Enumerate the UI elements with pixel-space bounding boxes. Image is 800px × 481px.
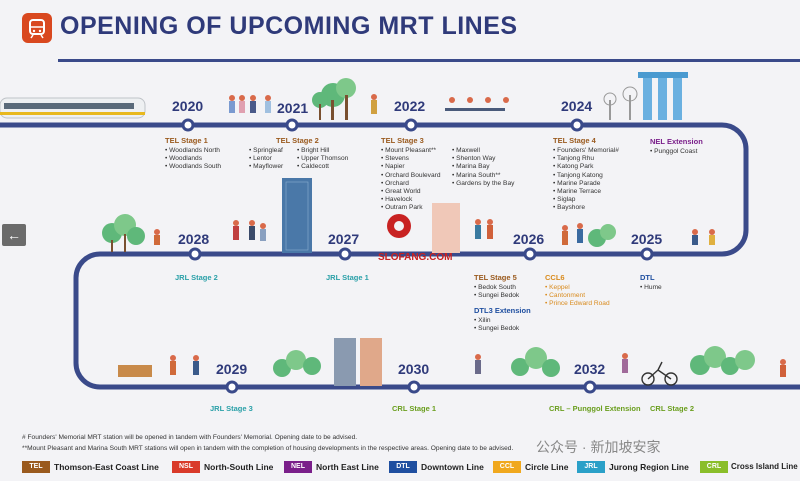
stage-crlp-title: CRL – Punggol Extension: [549, 404, 641, 413]
stage-tel2-list-a: • Springleaf • Lentor • Mayflower: [249, 147, 284, 171]
stage-tel2-title: TEL Stage 2: [276, 136, 319, 145]
year-2022: 2022: [394, 98, 426, 114]
station-2025: [640, 247, 654, 261]
legend-nsl-badge: NSL: [172, 461, 200, 473]
center-logo-icon: [387, 214, 411, 238]
legend-crl-label: Cross Island Line: [731, 462, 798, 471]
stage-ccl6-title: CCL6: [545, 273, 565, 282]
stage-crl1-title: CRL Stage 1: [392, 404, 437, 413]
legend-jrl-label: Jurong Region Line: [609, 462, 689, 472]
bicycle-illustration: [641, 361, 678, 386]
stage-tel4-list: • Founders' Memorial# • Tanjong Rhu • Ka…: [553, 147, 619, 212]
legend-tel-badge: TEL: [22, 461, 50, 473]
station-2030: [407, 380, 421, 394]
wechat-watermark: 公众号 · 新加坡安家: [536, 439, 661, 455]
buildings-illustration: [282, 178, 460, 386]
stage-tel1-title: TEL Stage 1: [165, 136, 208, 145]
legend-dtl-label: Downtown Line: [421, 462, 484, 472]
page-title: OPENING OF UPCOMING MRT LINES: [60, 12, 518, 40]
stage-jrl3-title: JRL Stage 3: [210, 404, 253, 413]
legend-ccl-badge: CCL: [493, 461, 521, 473]
legend-tel-label: Thomson-East Coast Line: [54, 462, 159, 472]
marina-bay-sands-illustration: [603, 72, 688, 120]
station-2029: [225, 380, 239, 394]
station-2028: [188, 247, 202, 261]
stage-crl2-title: CRL Stage 2: [650, 404, 695, 413]
footnote-founders: # Founders' Memorial MRT station will be…: [22, 434, 358, 441]
year-2029: 2029: [216, 361, 248, 377]
stage-tel3-list-b: • Maxwell • Shenton Way • Marina Bay • M…: [452, 147, 515, 187]
stage-nel-list: • Punggol Coast: [650, 148, 698, 155]
train-logo-icon: [22, 13, 52, 43]
legend-crl-badge: CRL: [700, 461, 728, 473]
cafe-illustration: [445, 97, 509, 111]
year-2020: 2020: [172, 98, 204, 114]
station-2022: [404, 118, 418, 132]
center-watermark: SLOFANG.COM: [378, 252, 453, 263]
stage-dtl-list: • Hume: [640, 284, 662, 291]
train-illustration: [0, 97, 146, 119]
footnote-mount-pleasant: **Mount Pleasant and Marina South MRT st…: [22, 445, 514, 452]
stage-tel5-list: • Bedok South • Sungei Bedok: [474, 284, 520, 300]
stage-dtl3-title: DTL3 Extension: [474, 306, 531, 315]
stage-tel1-list: • Woodlands North • Woodlands • Woodland…: [165, 147, 222, 171]
year-2030: 2030: [398, 361, 430, 377]
year-2025: 2025: [631, 231, 663, 247]
year-2028: 2028: [178, 231, 210, 247]
year-2032: 2032: [574, 361, 606, 377]
stage-tel4-title: TEL Stage 4: [553, 136, 596, 145]
trees-illustration: [102, 78, 755, 377]
year-2024: 2024: [561, 98, 593, 114]
legend-dtl-badge: DTL: [389, 461, 417, 473]
people-illustration: [154, 94, 786, 377]
stage-tel3-title: TEL Stage 3: [381, 136, 424, 145]
stage-ccl6-list: • Keppel • Cantonment • Prince Edward Ro…: [545, 284, 610, 308]
stage-dtl-title: DTL: [640, 273, 655, 282]
stage-tel5-title: TEL Stage 5: [474, 273, 517, 282]
station-2026: [523, 247, 537, 261]
stage-tel3-list-a: • Mount Pleasant** • Stevens • Napier • …: [381, 147, 441, 212]
legend-nel-badge: NEL: [284, 461, 312, 473]
stage-jrl1-title: JRL Stage 1: [326, 273, 369, 282]
year-2026: 2026: [513, 231, 545, 247]
station-2027: [338, 247, 352, 261]
bench-illustration: [118, 365, 152, 377]
stage-dtl3-list: • Xilin • Sungei Bedok: [474, 317, 520, 333]
stage-tel2-list-b: • Bright Hill • Upper Thomson • Caldecot…: [297, 147, 349, 171]
year-2021: 2021: [277, 100, 309, 116]
year-2027: 2027: [328, 231, 360, 247]
legend-nsl-label: North-South Line: [204, 462, 274, 472]
station-2020: [181, 118, 195, 132]
stage-nel-title: NEL Extension: [650, 137, 703, 146]
station-2032: [583, 380, 597, 394]
legend-nel-label: North East Line: [316, 462, 379, 472]
back-arrow-button[interactable]: ←: [2, 224, 26, 246]
station-2021: [285, 118, 299, 132]
station-2024: [570, 118, 584, 132]
legend-jrl-badge: JRL: [577, 461, 605, 473]
legend-ccl-label: Circle Line: [525, 462, 569, 472]
stage-jrl2-title: JRL Stage 2: [175, 273, 218, 282]
title-divider: [58, 59, 800, 62]
